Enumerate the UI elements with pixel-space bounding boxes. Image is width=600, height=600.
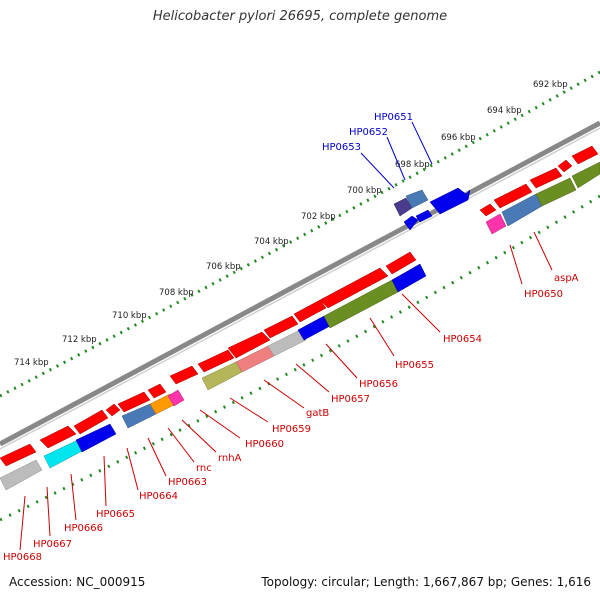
gene-label-rnha[interactable]: rnhA (218, 453, 242, 464)
kbp-label: 704 kbp (254, 237, 289, 247)
gene-labels: HP0651 HP0652 HP0653 aspA HP0650 HP0654 HP0655… (3, 112, 579, 563)
gene-label-hp0651[interactable]: HP0651 (374, 112, 413, 123)
gene-label-hp0667[interactable]: HP0667 (33, 539, 72, 550)
gene-red-8[interactable] (197, 349, 235, 373)
leader-line-hp0652 (386, 136, 406, 181)
leader-line-hp0659 (229, 397, 269, 423)
gene-red-15[interactable] (493, 183, 533, 209)
backbone-inner (0, 127, 600, 450)
gene-red-3[interactable] (73, 409, 109, 435)
gene-hp0657-block[interactable] (267, 329, 307, 357)
gene-label-hp0657[interactable]: HP0657 (331, 394, 370, 405)
gene-hp0650-block[interactable] (485, 213, 507, 235)
gene-olive-block-2[interactable] (571, 161, 600, 189)
leader-line-hp0654 (401, 293, 441, 333)
forward-strand-genes-colored (0, 161, 600, 491)
gene-label-hp0656[interactable]: HP0656 (359, 379, 398, 390)
gene-label-hp0666[interactable]: HP0666 (64, 523, 103, 534)
gene-small-blue-1[interactable] (403, 215, 419, 231)
gene-label-hp0668[interactable]: HP0668 (3, 552, 42, 563)
gene-red-7[interactable] (169, 365, 199, 385)
accession-text: Accession: NC_000915 (9, 575, 146, 589)
gene-label-hp0652[interactable]: HP0652 (349, 127, 388, 138)
gene-hp0652-block[interactable] (405, 189, 429, 209)
leader-line-hp0660 (199, 409, 241, 439)
gene-label-rnc[interactable]: rnc (196, 463, 212, 474)
gene-label-hp0659[interactable]: HP0659 (272, 424, 311, 435)
kbp-label: 702 kbp (301, 212, 336, 222)
leader-line-hp0653 (360, 152, 395, 189)
gene-red-16[interactable] (529, 167, 563, 189)
gene-label-hp0665[interactable]: HP0665 (96, 509, 135, 520)
inner-ruler-arc (0, 194, 600, 522)
gene-red-12[interactable] (319, 267, 389, 309)
leader-line-hp0651 (411, 121, 433, 165)
kbp-label: 708 kbp (159, 288, 194, 298)
gene-red-6[interactable] (147, 383, 167, 399)
leader-line-hp0666 (70, 473, 77, 521)
gene-red-13[interactable] (385, 251, 417, 275)
gene-red-17[interactable] (557, 159, 573, 173)
kbp-label: 700 kbp (347, 186, 382, 196)
gene-hp0651-arrow[interactable] (429, 187, 471, 215)
gene-label-hp0654[interactable]: HP0654 (443, 334, 482, 345)
gene-hp0663-block[interactable] (167, 389, 185, 407)
gene-red-18[interactable] (571, 145, 599, 165)
leader-line-rnc (167, 427, 195, 463)
gene-label-hp0663[interactable]: HP0663 (168, 477, 207, 488)
gene-label-hp0650[interactable]: HP0650 (524, 289, 563, 300)
kbp-label: 710 kbp (112, 311, 147, 321)
gene-red-5[interactable] (117, 391, 151, 413)
leader-line-gatb (263, 379, 305, 409)
leader-line-hp0664 (126, 447, 139, 491)
gene-red-10[interactable] (263, 315, 299, 339)
gene-label-hp0664[interactable]: HP0664 (139, 491, 178, 502)
gene-hp0654-block[interactable] (391, 263, 427, 293)
leader-line-hp0657 (295, 363, 330, 393)
gene-red-9[interactable] (227, 331, 271, 359)
kbp-label: 696 kbp (441, 133, 476, 143)
gene-red-11[interactable] (293, 299, 327, 323)
kbp-label: 694 kbp (487, 106, 522, 116)
forward-strand-genes-red (0, 145, 599, 467)
kbp-label: 692 kbp (533, 80, 568, 90)
leader-line-hp0668 (19, 495, 26, 551)
gene-label-hp0653[interactable]: HP0653 (322, 142, 361, 153)
gene-red-14[interactable] (479, 203, 497, 217)
backbone-outer (0, 120, 600, 447)
genome-summary-text: Topology: circular; Length: 1,667,867 bp… (261, 575, 591, 589)
kbp-label: 706 kbp (206, 262, 241, 272)
gene-label-aspa[interactable]: aspA (554, 273, 579, 284)
gene-red-4[interactable] (105, 403, 121, 417)
leader-line-hp0650 (509, 244, 523, 285)
gene-olive-block[interactable] (535, 177, 577, 207)
gene-red-1[interactable] (0, 443, 37, 467)
reverse-strand-genes (393, 187, 471, 231)
leader-line-hp0655 (369, 317, 395, 357)
gene-hp0666-block[interactable] (75, 423, 117, 453)
kbp-tick-labels: 692 kbp 694 kbp 696 kbp 698 kbp 700 kbp 702 k… (14, 80, 568, 368)
leader-line-hp0663 (147, 437, 167, 477)
gene-label-gatb[interactable]: gatB (306, 408, 329, 419)
leader-line-rnha (181, 419, 217, 453)
gene-red-2[interactable] (39, 425, 77, 449)
outer-ruler-arc (0, 70, 600, 398)
kbp-label: 712 kbp (62, 335, 97, 345)
gene-hp0668-block[interactable] (0, 459, 43, 491)
leader-line-hp0656 (325, 343, 358, 379)
map-title: Helicobacter pylori 26695, complete geno… (152, 9, 448, 24)
leader-line-hp0667 (46, 486, 51, 537)
leader-line-aspa (533, 231, 553, 271)
kbp-label: 714 kbp (14, 358, 49, 368)
kbp-label: 698 kbp (395, 160, 430, 170)
gene-label-hp0660[interactable]: HP0660 (245, 439, 284, 450)
gene-label-hp0655[interactable]: HP0655 (395, 360, 434, 371)
leader-line-hp0665 (103, 455, 107, 507)
gene-small-blue-2[interactable] (415, 209, 433, 223)
